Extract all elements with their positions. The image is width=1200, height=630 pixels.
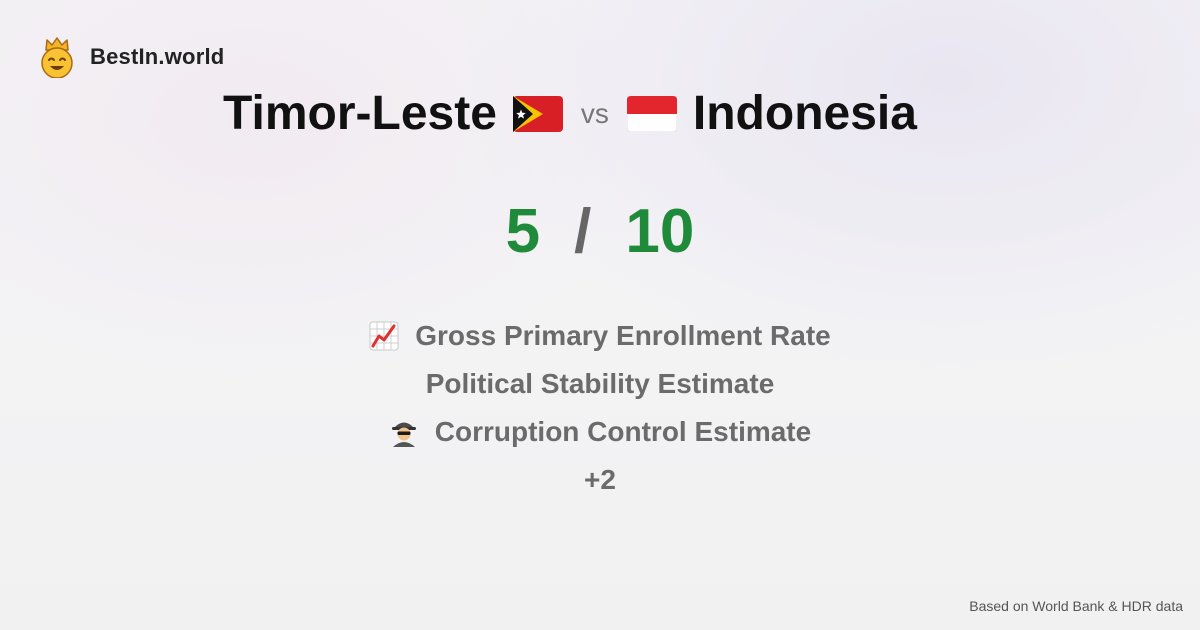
chart-increasing-icon: [369, 321, 399, 351]
metric-item: Gross Primary Enrollment Rate: [369, 312, 831, 360]
metric-label: +2: [584, 464, 616, 495]
score-separator: /: [574, 197, 592, 266]
metric-label: Gross Primary Enrollment Rate: [415, 320, 831, 351]
detective-icon: [391, 422, 416, 447]
metric-more-count[interactable]: +2: [584, 456, 616, 504]
metric-item: Political Stability Estimate: [426, 360, 775, 408]
brand[interactable]: BestIn.world: [38, 36, 224, 78]
metric-list: Gross Primary Enrollment Rate Political …: [0, 312, 1200, 504]
timor-leste-flag-icon: [512, 95, 563, 132]
data-source-note: Based on World Bank & HDR data: [969, 598, 1183, 614]
country-left-name[interactable]: Timor-Leste: [223, 87, 497, 140]
metric-item: Corruption Control Estimate: [389, 408, 811, 456]
comparison-headline: Timor-Leste vs Indonesia: [0, 86, 1140, 141]
score: 5 / 10: [0, 196, 1200, 267]
score-right: 10: [625, 197, 695, 266]
metric-label: Corruption Control Estimate: [434, 416, 812, 447]
brand-name: BestIn.world: [90, 44, 225, 69]
crown-smiley-icon: [41, 37, 73, 78]
score-left: 5: [505, 197, 541, 266]
indonesia-flag-icon: [626, 95, 677, 132]
vs-separator: vs: [580, 97, 609, 129]
metric-label: Political Stability Estimate: [425, 368, 775, 399]
country-right-name[interactable]: Indonesia: [692, 87, 917, 140]
